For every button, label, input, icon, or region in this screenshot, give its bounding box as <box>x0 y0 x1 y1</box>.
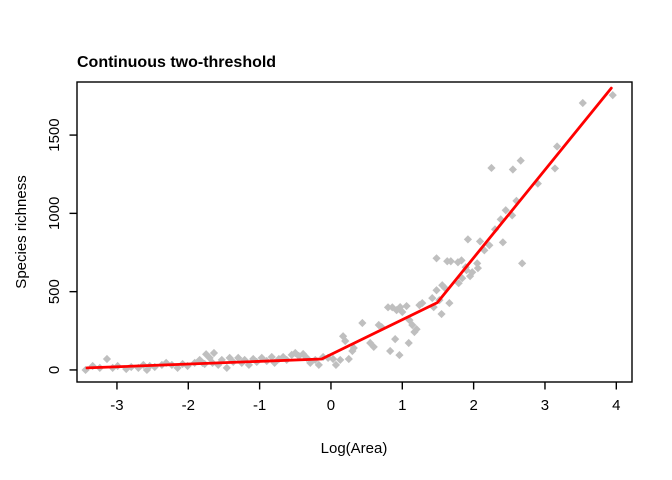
data-point <box>550 164 560 173</box>
x-tick-label: 1 <box>398 397 406 414</box>
data-point <box>234 353 243 362</box>
x-axis-ticks: -3 -2 -1 0 1 2 3 4 <box>110 382 620 414</box>
data-point <box>344 354 353 364</box>
data-point <box>222 363 231 373</box>
data-point <box>552 142 562 151</box>
data-point <box>446 257 455 266</box>
data-point <box>408 320 417 330</box>
data-point <box>142 365 152 375</box>
x-tick-label: 2 <box>469 397 477 414</box>
data-point <box>383 303 393 312</box>
data-point <box>473 264 483 273</box>
data-point <box>453 258 463 267</box>
data-point <box>518 259 527 268</box>
x-tick-label: 4 <box>612 397 620 414</box>
data-point <box>480 246 489 255</box>
data-point <box>516 156 525 165</box>
data-point <box>214 360 223 370</box>
data-point <box>508 211 517 220</box>
data-point <box>294 351 303 361</box>
x-axis-label: Log(Area) <box>321 440 388 457</box>
data-point <box>388 303 397 312</box>
x-tick-label: -2 <box>182 397 195 414</box>
data-point <box>457 256 466 265</box>
x-tick-label: 3 <box>541 397 549 414</box>
data-point <box>578 98 587 108</box>
data-point <box>341 336 350 346</box>
data-point <box>349 343 358 353</box>
data-point <box>454 279 463 288</box>
y-tick-label: 1000 <box>46 197 63 230</box>
data-point <box>244 360 254 370</box>
data-point <box>358 318 367 328</box>
data-point <box>122 364 131 374</box>
data-point <box>249 354 258 364</box>
data-point <box>209 348 219 358</box>
data-point <box>386 346 395 356</box>
data-point <box>487 163 496 173</box>
x-tick-label: -3 <box>110 397 123 414</box>
data-point <box>429 303 438 312</box>
data-point <box>608 91 617 100</box>
data-point <box>328 354 338 364</box>
x-tick-label: 0 <box>327 397 335 414</box>
data-point <box>267 352 276 362</box>
data-point <box>418 298 427 308</box>
data-point <box>485 241 494 250</box>
data-point <box>336 355 345 365</box>
data-point <box>402 301 411 311</box>
data-point <box>331 360 341 370</box>
data-point <box>501 206 510 215</box>
data-point <box>396 303 405 312</box>
fit-line <box>85 86 613 370</box>
data-point <box>391 334 400 344</box>
data-point <box>432 254 441 263</box>
data-point <box>348 346 357 356</box>
data-point <box>102 354 112 364</box>
y-axis-label: Species richness <box>13 175 30 288</box>
data-point <box>374 320 383 330</box>
data-point <box>81 365 90 375</box>
data-point <box>440 284 450 293</box>
data-point <box>395 350 404 360</box>
data-point <box>508 165 517 174</box>
scatter-points <box>81 91 617 375</box>
y-tick-label: 500 <box>46 279 63 304</box>
data-point <box>437 309 446 319</box>
data-point <box>195 355 204 365</box>
data-point <box>475 237 485 246</box>
data-point <box>468 268 477 277</box>
data-point <box>398 307 407 317</box>
data-point <box>369 342 378 352</box>
data-point <box>217 355 226 365</box>
data-point <box>274 354 283 364</box>
data-point <box>240 355 249 365</box>
chart-title: Continuous two-threshold <box>77 54 276 71</box>
plot-box <box>76 81 633 383</box>
data-point <box>498 238 507 247</box>
y-axis-ticks: 0 500 1000 1500 <box>46 118 77 374</box>
data-point <box>428 293 437 303</box>
data-point <box>291 348 300 358</box>
data-point <box>463 235 473 244</box>
x-tick-label: -1 <box>253 397 266 414</box>
y-tick-label: 1500 <box>46 118 63 151</box>
y-tick-label: 0 <box>46 366 63 374</box>
data-point <box>432 286 441 295</box>
data-point <box>445 298 454 308</box>
data-point <box>404 338 413 348</box>
data-point <box>473 259 482 268</box>
data-point <box>412 325 421 334</box>
data-point <box>314 360 323 370</box>
data-point <box>287 350 296 360</box>
